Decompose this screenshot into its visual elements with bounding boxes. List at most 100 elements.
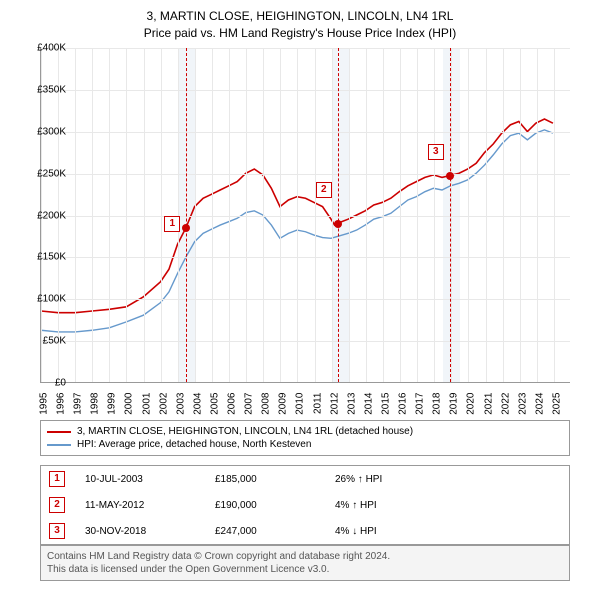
x-tick-label: 2005: [209, 393, 220, 415]
row-date: 30-NOV-2018: [85, 526, 215, 537]
x-tick-label: 2002: [158, 393, 169, 415]
row-badge: 3: [49, 523, 65, 539]
x-tick-label: 2018: [432, 393, 443, 415]
gridline-v: [297, 48, 298, 382]
y-tick-label: £300K: [37, 126, 66, 137]
attribution-footer: Contains HM Land Registry data © Crown c…: [40, 545, 570, 581]
x-tick-label: 1999: [107, 393, 118, 415]
legend-label: 3, MARTIN CLOSE, HEIGHINGTON, LINCOLN, L…: [77, 426, 413, 437]
gridline-v: [144, 48, 145, 382]
x-tick-label: 2014: [363, 393, 374, 415]
legend-item: 3, MARTIN CLOSE, HEIGHINGTON, LINCOLN, L…: [47, 425, 563, 438]
table-row: 3 30-NOV-2018£247,0004% ↓ HPI: [41, 518, 569, 544]
x-tick-label: 2001: [141, 393, 152, 415]
title-line2: Price paid vs. HM Land Registry's House …: [0, 25, 600, 42]
table-row: 110-JUL-2003£185,00026% ↑ HPI: [41, 466, 569, 492]
gridline-v: [383, 48, 384, 382]
gridline-h: [41, 132, 570, 133]
y-tick-label: £0: [55, 378, 66, 389]
x-tick-label: 2013: [346, 393, 357, 415]
gridline-v: [195, 48, 196, 382]
x-tick-label: 2010: [295, 393, 306, 415]
gridline-h: [41, 90, 570, 91]
gridline-v: [520, 48, 521, 382]
row-price: £247,000: [215, 526, 335, 537]
y-tick-label: £350K: [37, 84, 66, 95]
gridline-h: [41, 341, 570, 342]
event-badge: 3: [428, 144, 444, 160]
x-tick-label: 2006: [227, 393, 238, 415]
x-tick-label: 2022: [500, 393, 511, 415]
x-tick-label: 2009: [278, 393, 289, 415]
x-tick-label: 2025: [551, 393, 562, 415]
event-dot: [182, 224, 190, 232]
gridline-v: [212, 48, 213, 382]
row-date: 11-MAY-2012: [85, 500, 215, 511]
y-tick-label: £150K: [37, 252, 66, 263]
y-tick-label: £250K: [37, 168, 66, 179]
gridline-v: [349, 48, 350, 382]
event-badge: 1: [164, 216, 180, 232]
x-tick-label: 2017: [415, 393, 426, 415]
gridline-v: [229, 48, 230, 382]
y-tick-label: £200K: [37, 210, 66, 221]
gridline-h: [41, 216, 570, 217]
gridline-v: [417, 48, 418, 382]
x-tick-label: 2021: [483, 393, 494, 415]
x-tick-label: 2000: [124, 393, 135, 415]
gridline-v: [451, 48, 452, 382]
gridline-v: [486, 48, 487, 382]
x-tick-label: 2011: [312, 393, 323, 415]
x-tick-label: 2024: [534, 393, 545, 415]
gridline-v: [537, 48, 538, 382]
x-tick-label: 1998: [90, 393, 101, 415]
x-tick-label: 2019: [449, 393, 460, 415]
gridline-h: [41, 257, 570, 258]
gridline-v: [246, 48, 247, 382]
events-table: 110-JUL-2003£185,00026% ↑ HPI211-MAY-201…: [40, 465, 570, 545]
event-badge: 2: [316, 182, 332, 198]
chart-title: 3, MARTIN CLOSE, HEIGHINGTON, LINCOLN, L…: [0, 0, 600, 42]
gridline-h: [41, 174, 570, 175]
event-dot: [446, 172, 454, 180]
gridline-v: [554, 48, 555, 382]
gridline-v: [126, 48, 127, 382]
x-tick-label: 1997: [73, 393, 84, 415]
x-tick-label: 2023: [517, 393, 528, 415]
x-tick-label: 2012: [329, 393, 340, 415]
row-pct: 4% ↓ HPI: [335, 526, 455, 537]
legend-item: HPI: Average price, detached house, Nort…: [47, 438, 563, 451]
x-tick-label: 2020: [466, 393, 477, 415]
event-line: [450, 48, 451, 382]
x-tick-label: 2007: [244, 393, 255, 415]
gridline-v: [161, 48, 162, 382]
x-tick-label: 1995: [39, 393, 50, 415]
gridline-h: [41, 48, 570, 49]
y-tick-label: £400K: [37, 43, 66, 54]
gridline-v: [468, 48, 469, 382]
gridline-v: [109, 48, 110, 382]
gridline-v: [503, 48, 504, 382]
footer-line2: This data is licensed under the Open Gov…: [47, 563, 563, 576]
title-line1: 3, MARTIN CLOSE, HEIGHINGTON, LINCOLN, L…: [0, 8, 600, 25]
row-pct: 26% ↑ HPI: [335, 474, 455, 485]
gridline-v: [366, 48, 367, 382]
gridline-v: [400, 48, 401, 382]
row-badge: 2: [49, 497, 65, 513]
row-pct: 4% ↑ HPI: [335, 500, 455, 511]
line-chart: 1 2 3: [40, 48, 570, 383]
row-date: 10-JUL-2003: [85, 474, 215, 485]
gridline-v: [315, 48, 316, 382]
event-dot: [334, 220, 342, 228]
footer-line1: Contains HM Land Registry data © Crown c…: [47, 550, 563, 563]
y-tick-label: £50K: [43, 336, 66, 347]
table-row: 211-MAY-2012£190,0004% ↑ HPI: [41, 492, 569, 518]
x-tick-label: 2003: [175, 393, 186, 415]
row-badge: 1: [49, 471, 65, 487]
gridline-v: [263, 48, 264, 382]
legend-swatch: [47, 431, 71, 433]
event-line: [186, 48, 187, 382]
x-tick-label: 2008: [261, 393, 272, 415]
event-line: [338, 48, 339, 382]
x-tick-label: 2015: [380, 393, 391, 415]
